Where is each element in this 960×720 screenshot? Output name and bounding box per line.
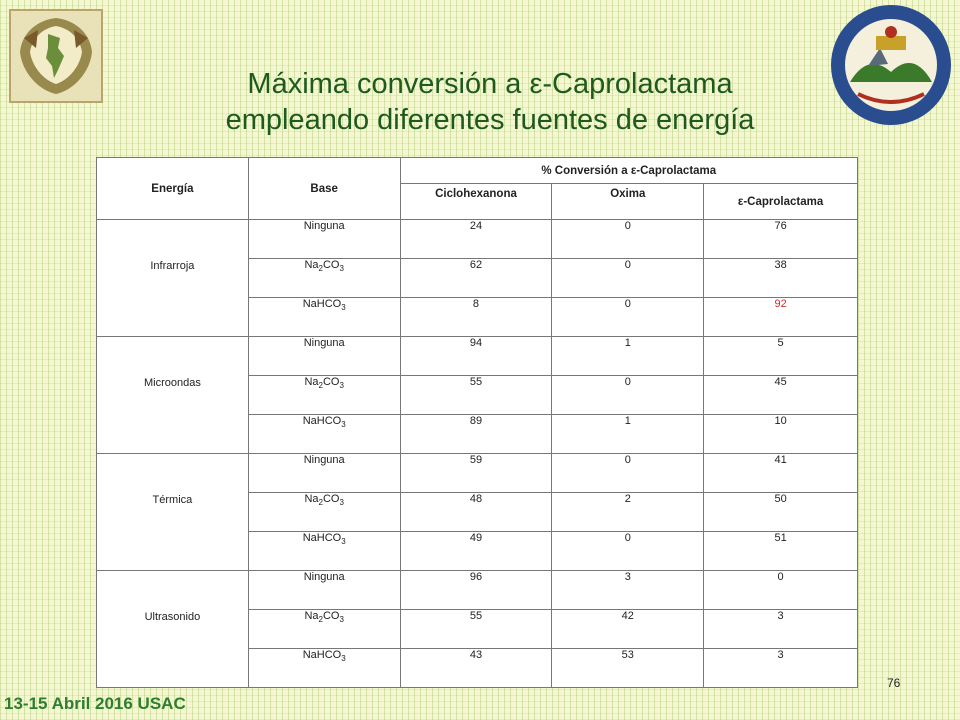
base-cell: Ninguna (247, 570, 401, 610)
oxime-cell: 42 (551, 609, 705, 649)
base-cell: NaHCO3 (247, 648, 401, 688)
base-cell: Na2CO3 (247, 375, 401, 415)
caprolactam-cell: 38 (703, 258, 858, 298)
table-row: NaHCO3 43 53 3 (97, 648, 858, 688)
energy-label: Térmica (152, 494, 193, 506)
table-row: Térmica Ninguna 59 0 41 (96, 453, 858, 571)
energy-cell: Térmica (96, 453, 249, 571)
university-seal-icon (828, 2, 954, 128)
oxime-cell: 0 (551, 531, 705, 571)
cyclohexanone-cell: 49 (399, 531, 553, 571)
caprolactam-cell: 50 (703, 492, 858, 532)
cyclohexanone-cell: 59 (399, 453, 553, 493)
title-line-2: empleando diferentes fuentes de energía (225, 104, 755, 136)
oxime-cell: 0 (551, 297, 705, 337)
cyclohexanone-cell: 8 (399, 297, 553, 337)
base-cell: NaHCO3 (247, 531, 401, 571)
caprolactam-cell: 5 (703, 336, 858, 376)
cyclohexanone-cell: 24 (399, 219, 553, 259)
energy-label: Infrarroja (150, 260, 195, 272)
oxime-cell: 3 (551, 570, 705, 610)
table-row: Infrarroja Ninguna 24 0 76 (96, 219, 858, 337)
energy-label: Ultrasonido (144, 611, 201, 623)
conversion-table: Energía Base % Conversión a ε-Caprolacta… (96, 157, 859, 688)
title-line-1: Máxima conversión a ε-Caprolactama (247, 68, 733, 100)
header-energy: Energía (96, 157, 249, 220)
base-cell: Na2CO3 (247, 492, 401, 532)
table-row: Ultrasonido Ninguna 96 3 0 (96, 570, 858, 688)
page-number: 76 (887, 676, 901, 690)
caprolactam-cell: 51 (703, 531, 858, 571)
header-cyclohexanone: Ciclohexanona (399, 183, 553, 220)
base-cell: NaHCO3 (247, 297, 401, 337)
table-row: NaHCO3 89 1 10 (97, 414, 858, 454)
table-row: NaHCO3 49 0 51 (97, 531, 858, 571)
cyclohexanone-cell: 94 (399, 336, 553, 376)
energy-cell: Ultrasonido (96, 570, 249, 688)
caprolactam-cell: 0 (703, 570, 858, 610)
caprolactam-cell: 3 (703, 609, 858, 649)
table-row: Na2CO3 55 42 3 (97, 609, 858, 649)
cyclohexanone-cell: 55 (399, 375, 553, 415)
table-body: Infrarroja Ninguna 24 0 76 Na2CO3 62 0 38 NaHCO3 8… (96, 219, 858, 688)
energy-cell: Infrarroja (96, 219, 249, 337)
caprolactam-cell: 76 (703, 219, 858, 259)
oxime-cell: 2 (551, 492, 705, 532)
base-cell: Ninguna (247, 336, 401, 376)
cyclohexanone-cell: 62 (399, 258, 553, 298)
oxime-cell: 0 (551, 219, 705, 259)
caprolactam-cell: 45 (703, 375, 858, 415)
caprolactam-cell: 10 (703, 414, 858, 454)
energy-label: Microondas (143, 377, 201, 389)
caprolactam-cell: 3 (703, 648, 858, 688)
cyclohexanone-cell: 55 (399, 609, 553, 649)
caprolactam-cell: 41 (703, 453, 858, 493)
header-conversion: % Conversión a ε-Caprolactama (399, 157, 859, 184)
energy-cell: Microondas (96, 336, 249, 454)
table-row: Na2CO3 55 0 45 (97, 375, 858, 415)
base-cell: Na2CO3 (247, 609, 401, 649)
header-oxime: Oxima (551, 183, 705, 220)
footer-date-venue: 13-15 Abril 2016 USAC (4, 694, 186, 713)
oxime-cell: 0 (551, 453, 705, 493)
university-crest-icon (8, 8, 104, 104)
base-cell: Ninguna (247, 453, 401, 493)
header-base: Base (247, 157, 401, 220)
oxime-cell: 0 (551, 375, 705, 415)
base-cell: Na2CO3 (247, 258, 401, 298)
base-cell: Ninguna (247, 219, 401, 259)
oxime-cell: 1 (551, 336, 705, 376)
oxime-cell: 0 (551, 258, 705, 298)
oxime-cell: 53 (551, 648, 705, 688)
caprolactam-cell: 92 (703, 297, 858, 337)
table-row: NaHCO3 8 0 92 (97, 297, 858, 337)
cyclohexanone-cell: 96 (399, 570, 553, 610)
table-row: Microondas Ninguna 94 1 5 (96, 336, 858, 454)
header-caprolactam: ε-Caprolactama (703, 183, 858, 220)
cyclohexanone-cell: 48 (399, 492, 553, 532)
slide-title: Máxima conversión a ε-Caprolactama emple… (170, 66, 810, 138)
oxime-cell: 1 (551, 414, 705, 454)
cyclohexanone-cell: 89 (399, 414, 553, 454)
cyclohexanone-cell: 43 (399, 648, 553, 688)
base-cell: NaHCO3 (247, 414, 401, 454)
